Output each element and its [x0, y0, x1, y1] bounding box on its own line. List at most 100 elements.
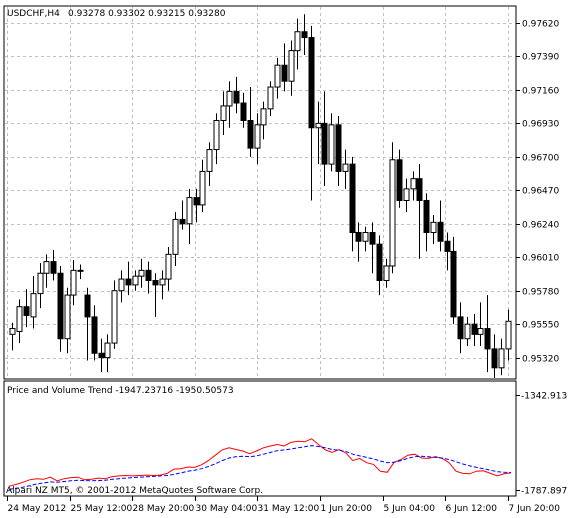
- candle: [450, 236, 457, 325]
- time-axis: 24 May 2012 25 May 12:00 28 May 20:00 30 Ma…: [7, 496, 561, 514]
- candle: [98, 338, 105, 373]
- candle: [321, 91, 328, 186]
- candle-body-up: [267, 86, 274, 110]
- candle-body-down: [145, 269, 152, 282]
- candle-body-up: [226, 90, 233, 107]
- y-tick-label: 0.97390: [522, 53, 559, 63]
- candle-body-down: [396, 159, 403, 202]
- candle-body-up: [30, 293, 37, 318]
- candle: [104, 334, 111, 373]
- candle: [233, 76, 240, 114]
- candle-body-down: [457, 316, 464, 340]
- candle-body-up: [186, 197, 193, 225]
- pvt-signal-line: [8, 445, 512, 490]
- candle-body-down: [301, 31, 308, 39]
- candle-body-down: [91, 316, 98, 354]
- y-tick-label: 0.97160: [522, 87, 559, 97]
- candle: [444, 232, 451, 271]
- candle-body-up: [172, 218, 179, 255]
- x-tick-label: 25 May 12:00: [71, 504, 133, 514]
- candle-body-down: [308, 37, 315, 129]
- candle-body-up: [389, 159, 396, 267]
- candle-body-down: [491, 348, 498, 369]
- candle-body-up: [383, 265, 390, 282]
- candle: [132, 270, 139, 291]
- candle: [301, 14, 308, 56]
- candle-body-up: [64, 294, 71, 340]
- y-tick-label: 0.96700: [522, 154, 559, 164]
- indicator-tick-label: -1342.9131: [521, 392, 568, 402]
- candle: [505, 309, 512, 361]
- candle: [328, 113, 335, 172]
- x-tick-label: 1 Jun 20:00: [321, 504, 373, 514]
- candle: [349, 156, 356, 252]
- candle: [308, 25, 315, 201]
- candle: [16, 299, 23, 344]
- candle-body-up: [159, 278, 166, 286]
- indicator-axis: -1342.9131 -1787.8973: [516, 392, 568, 497]
- candle: [254, 113, 261, 165]
- symbol-header: USDCHF,H4: [7, 9, 60, 19]
- candle: [267, 81, 274, 117]
- candle: [64, 287, 71, 354]
- candle: [186, 188, 193, 245]
- candle-body-down: [437, 221, 444, 242]
- candle-body-down: [349, 163, 356, 234]
- candle: [50, 249, 57, 281]
- candle-body-up: [206, 149, 213, 172]
- y-tick-label: 0.96470: [522, 187, 559, 197]
- candle: [416, 164, 423, 259]
- candle: [403, 178, 410, 213]
- candle-body-up: [138, 269, 145, 277]
- candle-body-down: [484, 328, 491, 350]
- x-tick-label: 6 Jun 12:00: [446, 504, 498, 514]
- candlesticks: [9, 14, 512, 378]
- y-tick-label: 0.96010: [522, 254, 559, 264]
- candle: [193, 188, 200, 223]
- candle-body-up: [111, 290, 118, 344]
- y-tick-label: 0.96930: [522, 120, 559, 130]
- candle-body-down: [240, 102, 247, 121]
- candle-body-up: [43, 261, 50, 274]
- copyright-text: Alpari NZ MT5, © 2001-2012 MetaQuotes So…: [6, 486, 263, 496]
- candle: [226, 81, 233, 128]
- x-tick-label: 30 May 04:00: [196, 504, 258, 514]
- candle: [315, 101, 322, 165]
- candle: [138, 258, 145, 288]
- candle: [179, 200, 186, 230]
- y-tick-label: 0.97620: [522, 20, 559, 30]
- candle-body-down: [23, 306, 30, 316]
- candle-body-up: [104, 342, 111, 359]
- x-tick-label: 28 May 20:00: [133, 504, 195, 514]
- candle-body-up: [9, 328, 16, 335]
- candle: [362, 226, 369, 252]
- candle-body-up: [315, 122, 322, 129]
- candle: [220, 91, 227, 136]
- candle: [77, 264, 84, 280]
- candle: [383, 258, 390, 288]
- ohlc-header: 0.93278 0.93302 0.93215 0.93280: [68, 9, 226, 19]
- candle-body-up: [220, 105, 227, 121]
- candle: [355, 222, 362, 262]
- candle-body-down: [50, 261, 57, 274]
- candle-body-up: [430, 221, 437, 234]
- candle-body-up: [132, 275, 139, 286]
- candle-body-down: [471, 323, 478, 335]
- candle-body-down: [125, 278, 132, 286]
- candle: [125, 261, 132, 296]
- candle: [294, 18, 301, 70]
- candle: [118, 270, 125, 303]
- candle: [159, 270, 166, 300]
- candle: [477, 302, 484, 346]
- candle: [260, 101, 267, 140]
- candle: [165, 247, 172, 291]
- x-tick-label: 7 Jun 20:00: [509, 504, 561, 514]
- candle: [423, 193, 430, 252]
- y-tick-label: 0.95550: [522, 321, 559, 331]
- candle-body-up: [274, 64, 281, 88]
- price-axis: 0.97620 0.97390 0.97160 0.96930 0.96700 0.964…: [516, 20, 559, 365]
- candle-body-down: [179, 218, 186, 225]
- x-tick-label: 31 May 12:00: [258, 504, 320, 514]
- candle-body-up: [213, 119, 220, 151]
